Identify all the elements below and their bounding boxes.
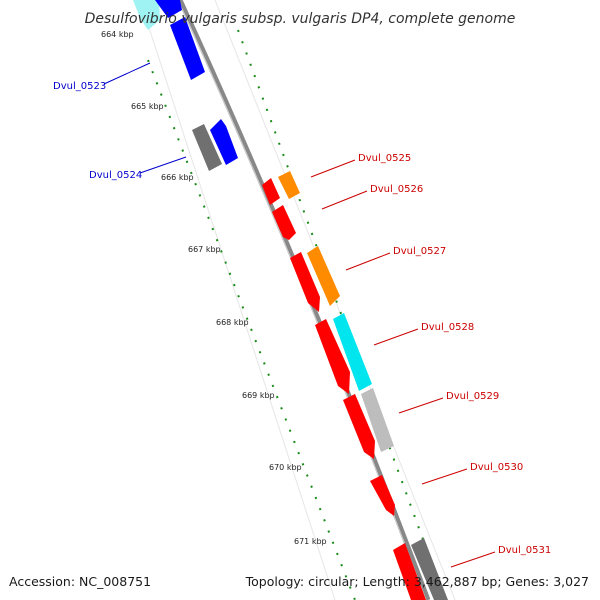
connector-dvul0526 (321, 190, 368, 210)
gene-arrow-gray-0524 (192, 124, 222, 171)
connector-dvul0523 (103, 62, 151, 85)
gene-arrow-dvul0528-a (315, 319, 350, 394)
tick-label: 664 kbp (101, 30, 134, 39)
gene-arrow-dvul0526-a (262, 178, 280, 205)
gene-label-dvul0529[interactable]: Dvul_0529 (446, 391, 499, 402)
feature-tracks: 664 kbp 665 kbp 666 kbp 667 kbp 668 kbp … (53, 0, 551, 600)
gene-label-dvul0524[interactable]: Dvul_0524 (89, 170, 142, 181)
connector-dvul0531 (450, 551, 496, 568)
track-guide-left (139, 0, 336, 600)
gene-arrow-dvul0523 (170, 17, 205, 80)
tick-ruler-outer (237, 29, 446, 600)
gene-arrow-dvul0525 (278, 171, 300, 199)
gene-arrow-dvul0528-b (333, 313, 372, 391)
genome-summary-text: Topology: circular; Length: 3,462,887 bp… (245, 574, 589, 589)
gene-arrow-dvul0527-b (307, 246, 340, 306)
gene-label-dvul0530[interactable]: Dvul_0530 (470, 462, 523, 473)
gene-label-dvul0523[interactable]: Dvul_0523 (53, 81, 106, 92)
gene-arrow-top-cyan (133, 0, 160, 30)
gene-arrow-dvul0529-a (343, 394, 375, 459)
gene-arrow-dvul0530 (370, 475, 395, 516)
connector-dvul0529 (398, 397, 444, 414)
connector-dvul0525 (310, 159, 356, 178)
tick-label: 666 kbp (161, 173, 194, 182)
gene-arrow-dvul0524 (210, 119, 238, 165)
gene-arrow-top-blue (155, 0, 182, 18)
connector-dvul0527 (345, 252, 391, 271)
tick-ruler-inner (147, 59, 356, 600)
connector-dvul0528 (373, 328, 419, 346)
tick-label: 667 kbp (188, 245, 221, 254)
connector-dvul0530 (421, 468, 468, 485)
tick-label: 669 kbp (242, 391, 275, 400)
tick-label: 668 kbp (216, 318, 249, 327)
gene-arrow-dvul0531-a (393, 543, 426, 600)
gene-label-dvul0528[interactable]: Dvul_0528 (421, 322, 474, 333)
tick-label: 671 kbp (294, 537, 327, 546)
gene-label-dvul0527[interactable]: Dvul_0527 (393, 246, 446, 257)
gene-arrow-dvul0527-a (290, 252, 320, 312)
connector-dvul0524 (139, 156, 187, 174)
gene-arrow-dvul0526-b (272, 205, 296, 240)
gene-label-dvul0525[interactable]: Dvul_0525 (358, 153, 411, 164)
gene-label-dvul0531[interactable]: Dvul_0531 (498, 545, 551, 556)
gene-arrow-dvul0531-b (411, 538, 448, 600)
map-title: Desulfovibrio vulgaris subsp. vulgaris D… (85, 11, 516, 27)
gene-label-dvul0526[interactable]: Dvul_0526 (370, 184, 423, 195)
accession-text: Accession: NC_008751 (9, 574, 151, 589)
gene-arrow-dvul0529-b (361, 388, 394, 452)
tick-label: 670 kbp (269, 463, 302, 472)
tick-label: 665 kbp (131, 102, 164, 111)
